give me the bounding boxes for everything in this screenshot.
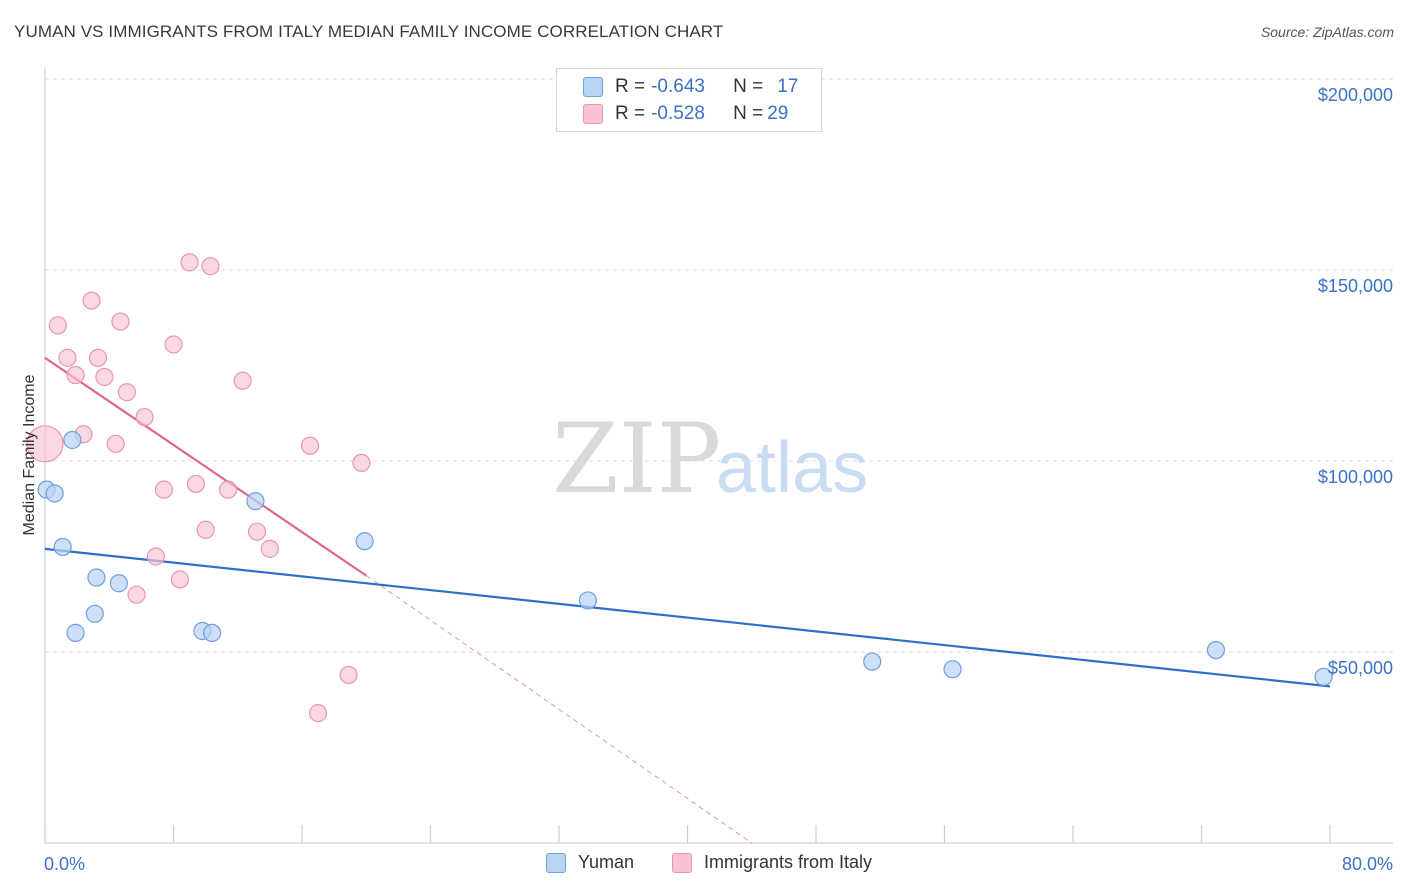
italy-point	[170, 570, 190, 589]
n-label: N =	[733, 76, 764, 97]
n-label: N =	[733, 103, 764, 124]
r-value: -0.643	[651, 76, 705, 97]
data-points	[26, 253, 1333, 723]
italy-point	[154, 480, 173, 499]
italy-point	[247, 522, 267, 541]
r-value: -0.528	[651, 103, 705, 124]
gridlines	[45, 78, 1393, 653]
italy-point	[339, 665, 358, 685]
legend-row-yuman: R = -0.643 N = 17	[583, 75, 798, 99]
legend-row-italy: R = -0.528 N = 29	[583, 102, 788, 126]
yuman-point	[66, 623, 85, 643]
yuman-point	[109, 574, 128, 593]
italy-point	[88, 348, 108, 367]
italy-point	[352, 453, 371, 473]
yuman-swatch	[546, 852, 566, 873]
italy-point	[233, 371, 252, 390]
n-value: 17	[777, 76, 799, 97]
yuman-point	[246, 492, 265, 511]
y-tick-label: $100,000	[1318, 467, 1393, 487]
yuman-point	[863, 652, 882, 671]
italy-point	[164, 335, 183, 354]
yuman-point	[202, 623, 222, 643]
yuman-point	[1314, 667, 1333, 686]
bottom-legend-yuman: Yuman	[546, 852, 634, 873]
yuman-point	[63, 430, 82, 450]
correlation-legend: R = -0.643 N = 17 R = -0.528 N = 29	[556, 68, 822, 132]
x-tick-label: 0.0%	[44, 854, 85, 874]
yuman-point	[87, 568, 106, 587]
y-tick-label: $200,000	[1318, 85, 1393, 105]
yuman-point	[53, 537, 72, 557]
r-label: R =	[615, 103, 646, 124]
yuman-point	[1206, 640, 1226, 660]
italy-point	[117, 383, 137, 402]
yuman-point	[943, 660, 962, 679]
italy-trend-extension	[365, 575, 753, 844]
yuman-swatch	[583, 77, 603, 97]
italy-point	[82, 291, 101, 310]
n-value: 29	[767, 103, 789, 124]
yuman-trend-line	[44, 547, 1331, 688]
italy-point	[127, 585, 146, 604]
italy-swatch	[672, 852, 692, 873]
source-label: Source: ZipAtlas.com	[1260, 24, 1394, 40]
italy-point	[48, 316, 67, 335]
italy-point	[180, 253, 199, 272]
y-tick-label: $150,000	[1318, 276, 1393, 296]
italy-point	[111, 312, 130, 331]
italy-point	[95, 367, 114, 387]
italy-point	[106, 434, 125, 453]
italy-point	[219, 480, 238, 499]
italy-point	[308, 704, 328, 723]
chart-title: YUMAN VS IMMIGRANTS FROM ITALY MEDIAN FA…	[14, 22, 724, 41]
yuman-point	[45, 484, 64, 503]
yuman-point	[85, 604, 104, 623]
r-label: R =	[615, 76, 646, 97]
italy-point	[196, 520, 215, 539]
yuman-label: Yuman	[578, 852, 635, 872]
italy-point	[186, 474, 206, 494]
italy-point	[300, 436, 320, 455]
bottom-legend-italy: Immigrants from Italy	[672, 852, 872, 873]
italy-label: Immigrants from Italy	[704, 852, 873, 872]
trend-lines	[44, 356, 1331, 844]
italy-point	[146, 547, 165, 566]
italy-point	[135, 407, 154, 427]
italy-point	[26, 425, 64, 463]
x-tick-labels: 0.0% 80.0%	[44, 854, 1393, 874]
x-tick-label: 80.0%	[1342, 854, 1393, 874]
italy-point	[58, 348, 77, 367]
watermark: ZIP atlas	[552, 403, 868, 515]
y-tick-labels: $50,000 $100,000 $150,000 $200,000	[1318, 85, 1393, 678]
italy-swatch	[583, 104, 603, 124]
italy-trend-line	[44, 356, 367, 577]
y-axis-title: Median Family Income	[21, 374, 38, 535]
yuman-point	[355, 532, 374, 551]
italy-point	[260, 539, 279, 558]
watermark-atlas: atlas	[716, 428, 868, 508]
y-tick-label: $50,000	[1328, 658, 1393, 678]
yuman-point	[578, 591, 598, 610]
italy-point	[66, 365, 85, 385]
watermark-zip: ZIP	[552, 403, 721, 515]
italy-point	[201, 257, 220, 276]
